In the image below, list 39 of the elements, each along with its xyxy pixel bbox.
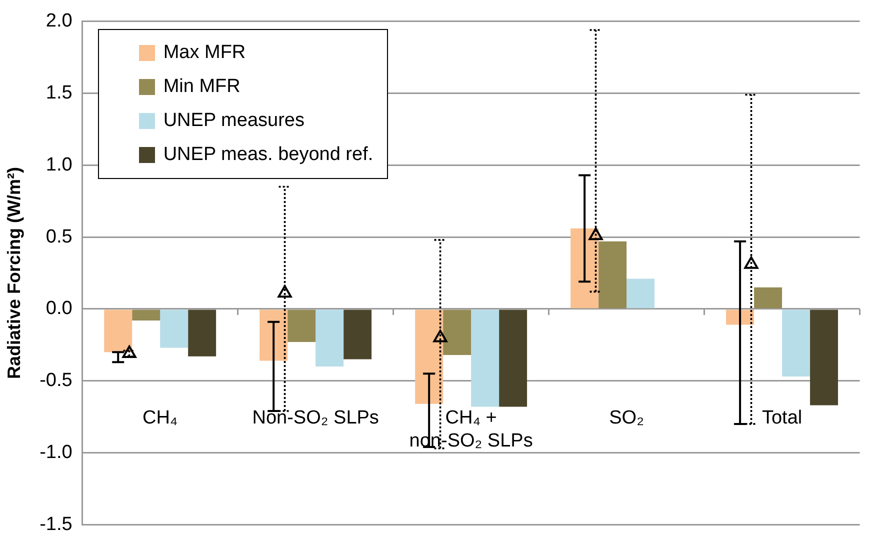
point [588,228,603,240]
bar [132,310,160,320]
y-tick-label: 2.0 [46,10,72,32]
point [744,256,758,269]
legend-label: UNEP meas. beyond ref. [163,143,374,168]
bar [104,310,132,352]
point [433,330,448,342]
legend-label: UNEP measures [163,109,304,134]
x-tick-label: SO₂ [609,408,644,429]
point [278,285,292,298]
bar [471,310,500,407]
bar [188,310,216,356]
y-tick-label: 0.5 [46,226,72,248]
y-tick-label: -1.0 [40,442,72,463]
x-tick-label: CH₄ [142,408,178,429]
bar [754,287,782,308]
bar [782,310,810,377]
point [122,346,136,358]
y-tick-label: -1.5 [40,514,72,535]
bar [499,310,528,407]
y-tick-label: 1.0 [46,154,72,176]
bar [260,310,288,361]
y-tick-label: 0.0 [46,298,72,320]
bar [344,310,372,360]
bar [316,310,344,366]
bar [415,310,444,404]
legend-label: Min MFR [163,75,240,100]
x-tick-label: Total [762,408,802,429]
y-tick-label: -0.5 [40,370,72,392]
bar [443,310,472,355]
bar [626,278,655,308]
bar [810,310,838,406]
x-tick-label: Non-SO₂ SLPs [252,408,379,429]
y-axis-title: Radiative Forcing (W/m²) [4,166,24,380]
y-tick-label: 1.5 [46,82,72,104]
bar [160,310,188,348]
bar [288,310,316,342]
legend-label: Max MFR [163,41,246,66]
bar [598,241,627,308]
